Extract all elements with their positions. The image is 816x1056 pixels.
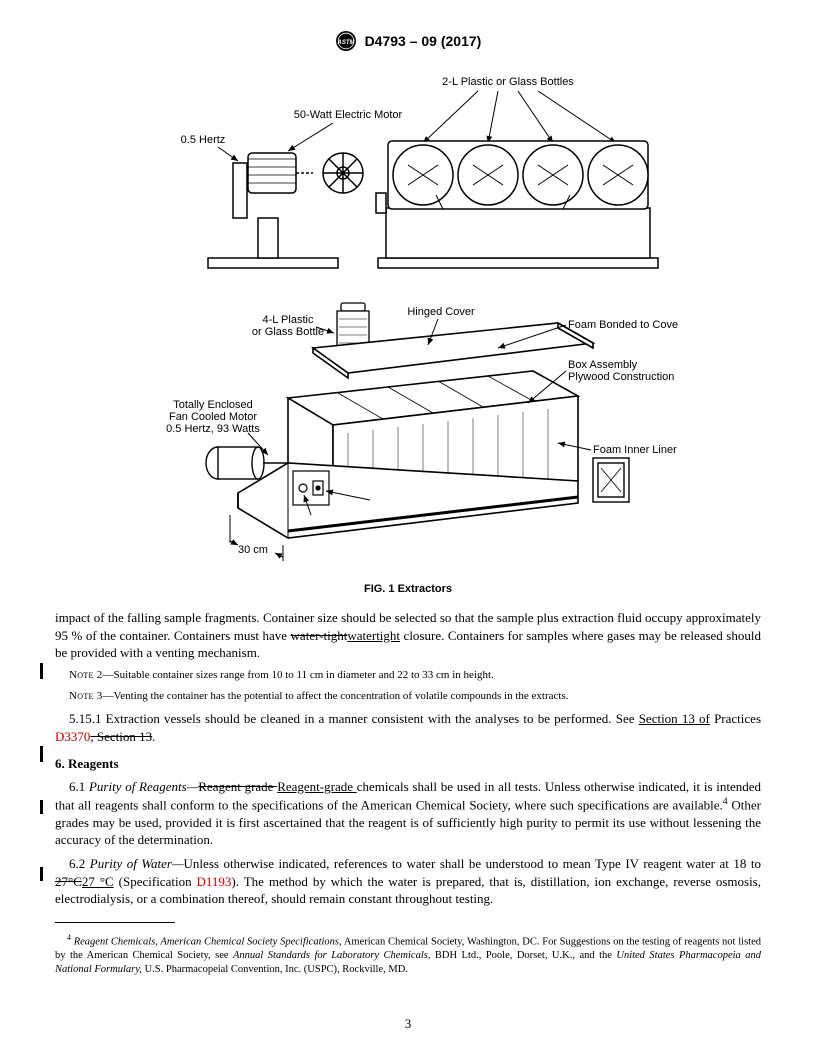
- inserted-text: watertight: [347, 628, 400, 643]
- deleted-text: water-tight: [291, 628, 348, 643]
- footnote-italic: Annual Standards for Laboratory Chemical…: [233, 950, 430, 961]
- change-bar: [40, 800, 43, 814]
- label-box-assembly: Box AssemblyPlywood Construction: [568, 359, 674, 383]
- page-header: ASTM D4793 – 09 (2017): [55, 30, 761, 55]
- label-foam-bonded: Foam Bonded to Cover: [568, 319, 678, 331]
- standard-link[interactable]: D3370: [55, 729, 90, 744]
- inserted-text: 27 °C: [82, 874, 114, 889]
- footnote-italic: Reagent Chemicals, American Chemical Soc…: [71, 937, 342, 948]
- change-bar: [40, 663, 43, 679]
- change-bar: [40, 746, 43, 762]
- svg-text:ASTM: ASTM: [336, 40, 355, 46]
- label-hertz-top: 0.5 Hertz: [181, 134, 226, 146]
- standard-link[interactable]: D1193: [197, 874, 232, 889]
- label-hinged-cover: Hinged Cover: [407, 306, 475, 318]
- paragraph-61: 6.1 Purity of Reagents—Reagent grade Rea…: [55, 778, 761, 850]
- change-bar: [40, 867, 43, 881]
- page-number: 3: [0, 1016, 816, 1032]
- paragraph-62: 6.2 Purity of Water—Unless otherwise ind…: [55, 855, 761, 908]
- text: 6.1: [69, 779, 89, 794]
- page: ASTM D4793 – 09 (2017) 2-L Plastic or Gl…: [0, 0, 816, 1056]
- figure-caption: FIG. 1 Extractors: [55, 583, 761, 595]
- inserted-text: Reagent-grade: [277, 779, 357, 794]
- footnote-separator: [55, 922, 175, 923]
- label-bottles-top: 2-L Plastic or Glass Bottles: [442, 76, 574, 88]
- note-2: Note 2—Suitable container sizes range fr…: [55, 668, 761, 683]
- footnote-text: BDH Ltd., Poole, Dorset, U.K., and the: [430, 950, 616, 961]
- text: 6.2: [69, 856, 90, 871]
- designation-text: D4793 – 09 (2017): [365, 33, 482, 49]
- text: Unless otherwise indicated, references t…: [184, 856, 761, 871]
- note-3: Note 3—Venting the container has the pot…: [55, 689, 761, 704]
- text: (Specification: [114, 874, 197, 889]
- deleted-text: Reagent grade: [198, 779, 277, 794]
- italic-heading: Purity of Reagents—: [89, 779, 198, 794]
- label-motor-bottom: Totally EnclosedFan Cooled Motor0.5 Hert…: [166, 399, 260, 435]
- section-6-heading: 6. Reagents: [55, 756, 761, 772]
- text: Practices: [710, 711, 761, 726]
- footnote-text: U.S. Pharmacopeial Convention, Inc. (USP…: [142, 964, 408, 975]
- label-30cm: 30 cm: [238, 544, 268, 556]
- inserted-text: Section 13 of: [639, 711, 710, 726]
- extractors-diagram: 2-L Plastic or Glass Bottles 50-Watt Ele…: [138, 63, 678, 573]
- deleted-text: 27°C: [55, 874, 82, 889]
- figure-1: 2-L Plastic or Glass Bottles 50-Watt Ele…: [55, 63, 761, 595]
- deleted-text: , Section 13: [90, 729, 152, 744]
- text: .: [152, 729, 155, 744]
- astm-logo-icon: ASTM: [335, 30, 357, 55]
- italic-heading: Purity of Water—: [90, 856, 184, 871]
- paragraph-impact: impact of the falling sample fragments. …: [55, 609, 761, 662]
- note-text: —Suitable container sizes range from 10 …: [103, 669, 494, 681]
- paragraph-5151: 5.15.1 Extraction vessels should be clea…: [55, 710, 761, 745]
- label-4l-bottle: 4-L Plasticor Glass Bottle: [252, 314, 324, 338]
- text: 5.15.1 Extraction vessels should be clea…: [69, 711, 639, 726]
- footnote-4: 4 Reagent Chemicals, American Chemical S…: [55, 933, 761, 976]
- label-foam-liner: Foam Inner Liner: [593, 444, 677, 456]
- note-label: Note 3: [69, 690, 103, 702]
- note-label: Note 2: [69, 669, 103, 681]
- label-motor-top: 50-Watt Electric Motor: [294, 109, 403, 121]
- note-text: —Venting the container has the potential…: [103, 690, 569, 702]
